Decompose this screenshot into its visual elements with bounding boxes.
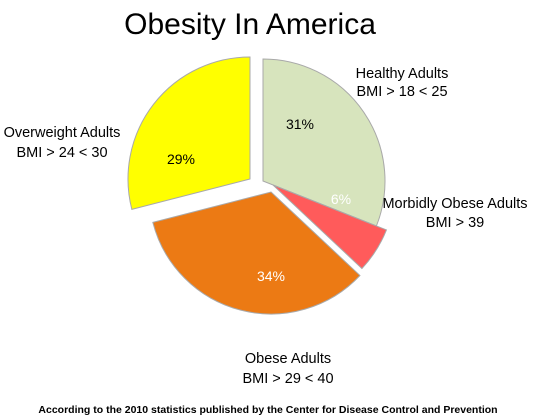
slice-category-label: Obese Adults <box>245 351 331 367</box>
slice-value-label: 34% <box>257 268 285 284</box>
pie-slice-healthy-adults <box>262 58 386 227</box>
slice-value-label: 29% <box>167 151 195 167</box>
slice-labels: 31% Healthy Adults BMI > 18 < 25 6% Morbidly… <box>4 66 528 387</box>
chart-title: Obesity In America <box>124 8 376 41</box>
slice-category-label: Healthy Adults <box>356 66 449 82</box>
slice-value-label: 6% <box>331 191 351 207</box>
slice-bmi-label: BMI > 24 < 30 <box>16 145 107 161</box>
pie-slice-obese-adults <box>152 191 361 315</box>
slice-bmi-label: BMI > 18 < 25 <box>356 84 447 100</box>
slice-bmi-label: BMI > 39 <box>426 215 484 231</box>
pie-slices <box>127 56 388 315</box>
chart-footnote: According to the 2010 statistics publish… <box>38 404 497 416</box>
pie-slice-morbidly-obese-adults <box>272 184 388 270</box>
slice-category-label: Morbidly Obese Adults <box>382 196 527 212</box>
slice-category-label: Overweight Adults <box>4 125 121 141</box>
slice-value-label: 31% <box>286 116 314 132</box>
pie-slice-overweight-adults <box>127 56 251 210</box>
slice-bmi-label: BMI > 29 < 40 <box>242 371 333 387</box>
